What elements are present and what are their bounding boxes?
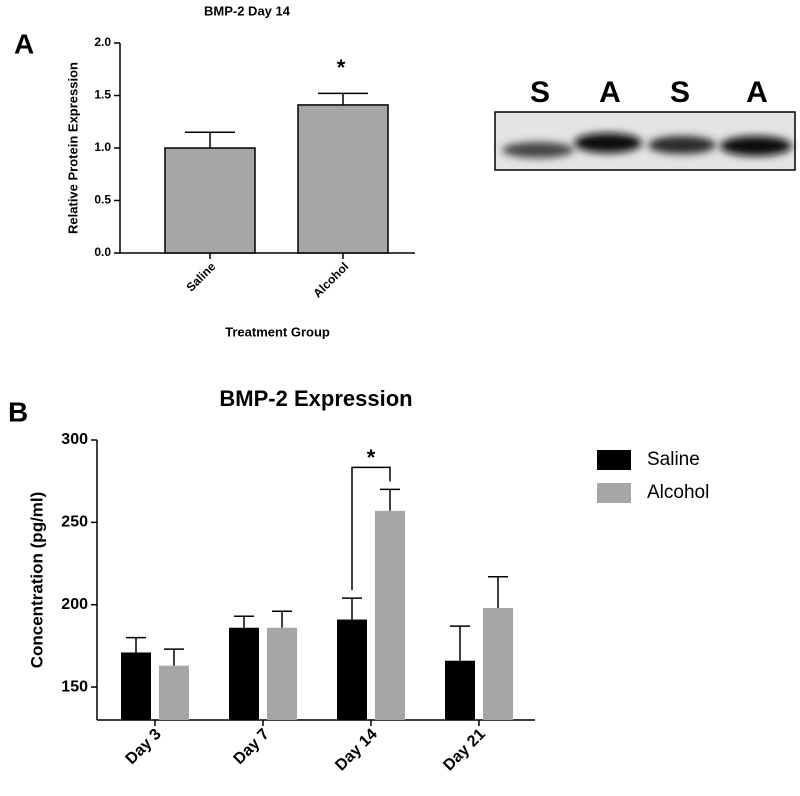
x-axis-label: Treatment Group (225, 324, 330, 339)
bar (375, 510, 405, 720)
bar (483, 608, 513, 720)
panel-label: A (14, 28, 34, 59)
blot-band (502, 142, 574, 158)
lane-label: S (670, 76, 690, 109)
y-tick-label: 250 (61, 514, 88, 531)
y-axis-label: Relative Protein Expression (65, 62, 80, 234)
chart-title: BMP-2 Expression (219, 386, 412, 411)
x-tick-label: Saline (183, 259, 218, 294)
blot-band (648, 136, 716, 154)
bar (337, 619, 367, 720)
lane-label: A (599, 76, 621, 109)
significance-mark: * (337, 55, 346, 80)
x-tick-label: Day 3 (123, 726, 165, 768)
chart-title: BMP-2 Day 14 (204, 3, 291, 18)
legend-swatch (597, 483, 631, 503)
x-tick-label: Alcohol (310, 259, 351, 300)
legend-label: Saline (647, 449, 700, 470)
x-tick-label: Day 7 (231, 726, 273, 768)
y-tick-label: 150 (61, 678, 88, 695)
lane-label: S (530, 76, 550, 109)
y-tick-label: 1.0 (94, 140, 111, 154)
x-tick-label: Day 21 (440, 726, 489, 775)
legend-label: Alcohol (647, 482, 709, 503)
panel-label: B (8, 396, 28, 427)
bar (267, 627, 297, 720)
legend-swatch (597, 450, 631, 470)
bar (229, 627, 259, 720)
blot-band (720, 136, 792, 156)
bar (121, 652, 151, 720)
y-tick-label: 2.0 (94, 35, 111, 49)
blot-band (574, 133, 642, 153)
significance-mark: * (367, 445, 376, 470)
y-axis-label: Concentration (pg/ml) (27, 492, 46, 669)
bar (159, 665, 189, 720)
bar (164, 147, 256, 254)
y-tick-label: 0.0 (94, 245, 111, 259)
y-tick-label: 0.5 (94, 193, 111, 207)
bar (297, 104, 389, 254)
bar (445, 660, 475, 720)
y-tick-label: 300 (61, 431, 88, 448)
y-tick-label: 200 (61, 596, 88, 613)
y-tick-label: 1.5 (94, 88, 111, 102)
significance-bracket (351, 466, 391, 591)
blot: S A S A (494, 76, 796, 171)
lane-label: A (746, 76, 768, 109)
x-tick-label: Day 14 (332, 726, 381, 775)
